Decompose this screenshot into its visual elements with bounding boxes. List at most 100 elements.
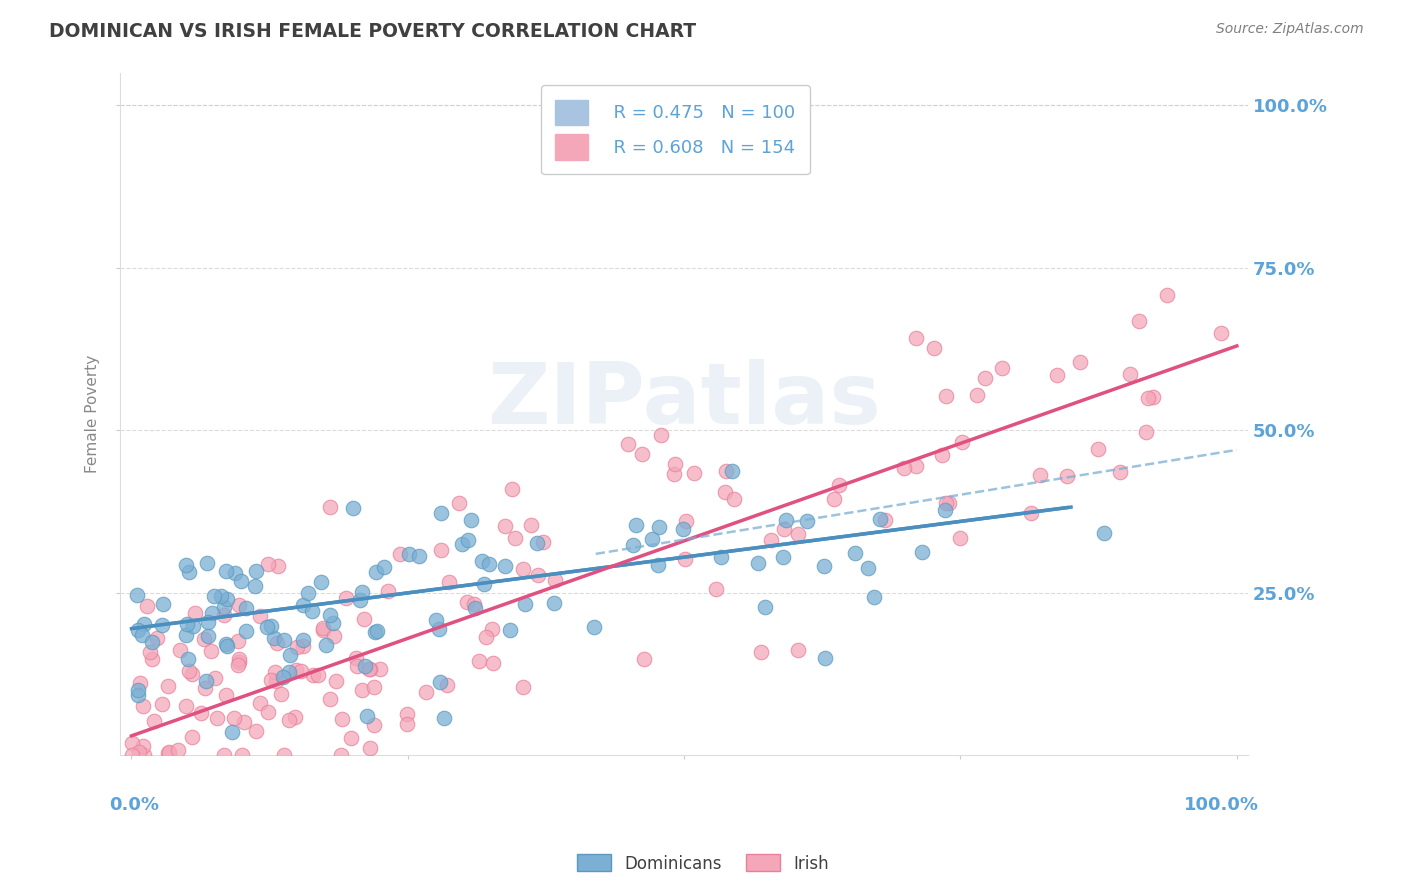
Dominicans [513,597,536,611]
Dominicans [195,557,218,571]
Irish [212,748,235,763]
Dominicans [911,545,934,559]
Dominicans [197,630,219,644]
Irish [1135,425,1157,439]
Dominicans [450,537,472,551]
Irish [214,607,236,622]
Dominicans [624,517,647,532]
Irish [150,697,173,711]
Irish [503,531,526,545]
Dominicans [720,464,742,478]
Irish [363,680,385,694]
Dominicans [471,553,494,567]
Dominicans [647,558,669,573]
Irish [270,687,292,701]
Dominicans [356,709,378,723]
Irish [174,699,197,714]
Irish [121,736,143,750]
Irish [228,652,250,666]
Dominicans [856,561,879,575]
Dominicans [256,620,278,634]
Irish [283,710,305,724]
Dominicans [349,592,371,607]
Irish [430,543,453,558]
Irish [893,461,915,475]
Dominicans [278,648,301,663]
Dominicans [278,665,301,680]
Dominicans [260,618,283,632]
Dominicans [127,623,149,637]
Irish [266,673,288,688]
Irish [388,548,411,562]
Irish [630,447,652,461]
Irish [322,629,344,643]
Irish [396,717,419,731]
Irish [359,662,381,676]
Dominicans [131,627,153,641]
Irish [1109,465,1132,479]
Text: Source: ZipAtlas.com: Source: ZipAtlas.com [1216,22,1364,37]
Dominicans [747,556,769,570]
Dominicans [125,588,148,602]
Irish [245,723,267,738]
Irish [437,575,460,590]
Irish [377,583,399,598]
Irish [675,514,697,528]
Dominicans [141,634,163,648]
Dominicans [245,565,267,579]
Irish [531,534,554,549]
Dominicans [398,547,420,561]
Dominicans [772,550,794,565]
Irish [330,712,353,726]
Dominicans [209,590,232,604]
Dominicans [263,632,285,646]
Irish [1046,368,1069,383]
Irish [128,675,150,690]
Dominicans [373,560,395,574]
Dominicans [174,558,197,573]
Dominicans [460,512,482,526]
Dominicans [195,673,218,688]
Dominicans [427,622,450,636]
Dominicans [934,503,956,517]
Irish [312,621,335,635]
Irish [169,643,191,657]
Irish [966,388,988,402]
Dominicans [181,619,204,633]
Irish [277,713,299,727]
Dominicans [1092,526,1115,541]
Text: ZIPatlas: ZIPatlas [488,359,882,442]
Irish [301,668,323,682]
Irish [706,582,728,597]
Dominicans [212,599,235,614]
Irish [633,652,655,666]
Dominicans [796,514,818,528]
Irish [1128,314,1150,328]
Irish [200,643,222,657]
Irish [226,633,249,648]
Irish [205,711,228,725]
Irish [353,612,375,626]
Irish [157,745,180,759]
Irish [359,662,381,676]
Irish [1136,392,1159,406]
Dominicans [813,559,835,574]
Text: DOMINICAN VS IRISH FEMALE POVERTY CORRELATION CHART: DOMINICAN VS IRISH FEMALE POVERTY CORREL… [49,22,696,41]
Irish [683,466,706,480]
Dominicans [221,725,243,739]
Dominicans [433,711,456,725]
Irish [359,740,381,755]
Irish [266,636,288,650]
Dominicans [197,615,219,629]
Irish [938,495,960,509]
Dominicans [844,546,866,560]
Dominicans [464,601,486,615]
Irish [395,707,418,722]
Irish [346,659,368,673]
Dominicans [319,608,342,623]
Irish [128,745,150,759]
Irish [141,652,163,666]
Dominicans [710,549,733,564]
Irish [1056,469,1078,483]
Irish [156,679,179,693]
